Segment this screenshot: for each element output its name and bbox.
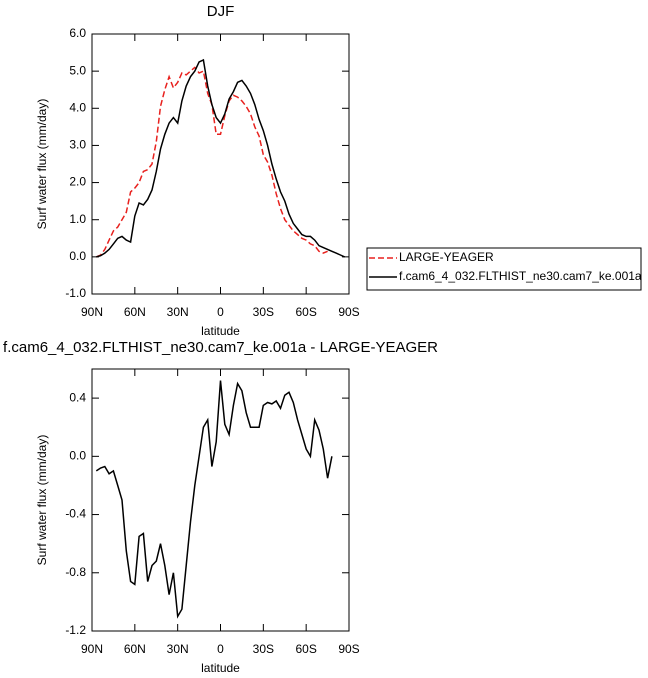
legend-label: LARGE-YEAGER: [399, 250, 494, 264]
x-axis-label: latitude: [201, 324, 240, 338]
x-tick-label: 90S: [338, 305, 359, 319]
x-axis-label: latitude: [201, 661, 240, 675]
legend-box: [366, 247, 642, 291]
y-axis-label: Surf water flux (mm/day): [35, 99, 49, 230]
y-tick-label: -1.2: [65, 623, 86, 637]
y-tick-label: 3.0: [69, 138, 86, 152]
data-line: [95, 380, 333, 619]
y-tick-label: 2.0: [69, 175, 86, 189]
x-tick-label: 60S: [295, 305, 316, 319]
y-tick-label: 4.0: [69, 100, 86, 114]
y-tick-label: 0.4: [69, 390, 86, 404]
x-tick-label: 60N: [124, 305, 146, 319]
x-tick-label: 90N: [81, 305, 103, 319]
y-tick-label: 5.0: [69, 63, 86, 77]
chart-title: f.cam6_4_032.FLTHIST_ne30.cam7_ke.001a -…: [3, 339, 438, 356]
chart-title: DJF: [207, 3, 235, 20]
x-tick-label: 0: [217, 305, 224, 319]
x-tick-label: 90S: [338, 642, 359, 656]
x-tick-label: 30S: [253, 642, 274, 656]
y-tick-label: 0.0: [69, 449, 86, 463]
plot-frame: [91, 368, 350, 632]
plot-frame: [91, 33, 350, 295]
y-tick-label: -0.8: [65, 565, 86, 579]
legend-label: f.cam6_4_032.FLTHIST_ne30.cam7_ke.001a: [399, 269, 642, 283]
x-tick-label: 30N: [167, 642, 189, 656]
data-line: [96, 58, 346, 258]
x-tick-label: 60S: [295, 642, 316, 656]
x-tick-label: 60N: [124, 642, 146, 656]
y-tick-label: 6.0: [69, 26, 86, 40]
y-axis-label: Surf water flux (mm/day): [35, 435, 49, 566]
y-tick-label: -1.0: [65, 286, 86, 300]
y-tick-label: -0.4: [65, 507, 86, 521]
x-tick-label: 30N: [167, 305, 189, 319]
x-tick-label: 90N: [81, 642, 103, 656]
x-tick-label: 0: [217, 642, 224, 656]
y-tick-label: 0.0: [69, 249, 86, 263]
y-tick-label: 1.0: [69, 212, 86, 226]
x-tick-label: 30S: [253, 305, 274, 319]
data-line: [95, 66, 328, 258]
